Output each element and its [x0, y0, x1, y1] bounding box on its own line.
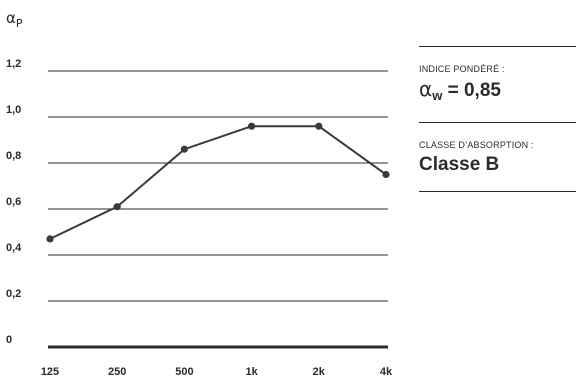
- data-points: [46, 122, 390, 243]
- y-tick-label: 0,8: [6, 150, 21, 162]
- absorption-class-block: CLASSE D’ABSORPTION : Classe B: [419, 123, 576, 191]
- absorption-chart: αP 0 0,2 0,4 0,6 0,8 1,0 1,2 125 250 500 1k 2k 4k: [6, 9, 393, 378]
- data-point: [180, 145, 188, 153]
- data-point: [315, 122, 323, 130]
- absorption-class-value: Classe B: [419, 154, 500, 175]
- panel-divider-bottom: [419, 191, 576, 192]
- alpha-symbol: α: [419, 77, 433, 101]
- x-tick-label: 500: [175, 366, 193, 378]
- x-tick-label: 125: [41, 366, 59, 378]
- weighted-index-number: = 0,85: [447, 80, 501, 101]
- weighted-index-caption: INDICE PONDÉRÉ :: [419, 64, 505, 74]
- panel-divider-top: [419, 46, 576, 47]
- y-tick-label: 0,4: [6, 242, 22, 254]
- y-tick-label: 0: [6, 334, 12, 346]
- grid-lines: [48, 70, 388, 349]
- x-tick-label: 250: [108, 366, 126, 378]
- side-panel: INDICE PONDÉRÉ : αw = 0,85 CLASSE D’ABSO…: [419, 46, 576, 192]
- x-tick-label: 4k: [380, 366, 393, 378]
- data-point: [46, 235, 54, 243]
- alpha-subscript: w: [432, 88, 443, 103]
- x-tick-label: 1k: [245, 366, 258, 378]
- series-line: [49, 125, 387, 240]
- y-tick-label: 1,2: [6, 58, 21, 70]
- y-tick-label: 1,0: [6, 104, 21, 116]
- y-tick-labels: 0 0,2 0,4 0,6 0,8 1,0 1,2: [6, 58, 22, 346]
- y-tick-label: 0,2: [6, 288, 21, 300]
- x-tick-labels: 125 250 500 1k 2k 4k: [41, 366, 393, 378]
- panel-divider-middle: [419, 122, 576, 123]
- data-point: [113, 203, 121, 211]
- y-tick-label: 0,6: [6, 196, 21, 208]
- absorption-class-caption: CLASSE D’ABSORPTION :: [419, 140, 534, 150]
- y-axis-title: αP: [6, 9, 23, 30]
- data-point: [248, 122, 256, 130]
- data-point: [382, 170, 390, 179]
- weighted-index-block: INDICE PONDÉRÉ : αw = 0,85: [419, 47, 576, 122]
- x-tick-label: 2k: [313, 366, 326, 378]
- weighted-index-value: αw = 0,85: [419, 77, 576, 108]
